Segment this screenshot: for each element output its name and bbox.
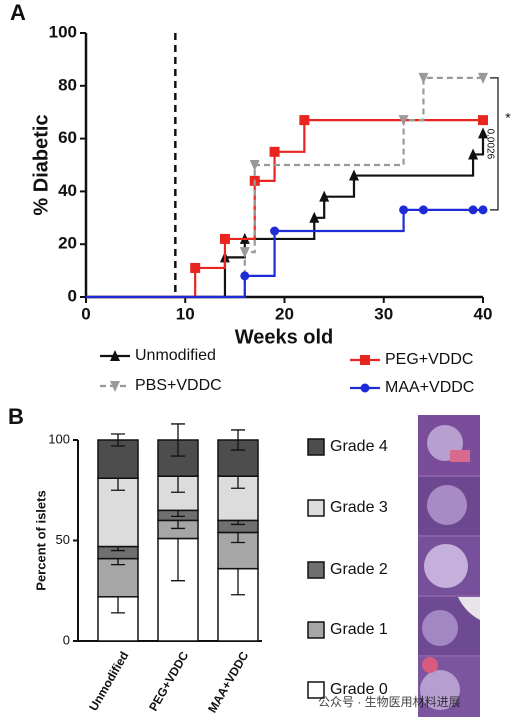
y-tick-label: 0 <box>68 286 77 305</box>
y-tick-label: 100 <box>48 431 70 446</box>
marker <box>319 190 330 202</box>
marker <box>348 169 359 181</box>
marker <box>418 72 429 84</box>
x-tick-label: 10 <box>176 304 195 323</box>
marker <box>309 211 320 223</box>
x-tick-label: 30 <box>374 304 393 323</box>
legend-label: PEG+VDDC <box>385 351 473 368</box>
x-tick-label: 0 <box>81 304 90 323</box>
x-tick-label: Unmodified <box>86 649 131 713</box>
legend-swatch <box>307 621 325 639</box>
y-tick-label: 100 <box>49 22 77 41</box>
y-axis-label: Percent of islets <box>33 490 48 590</box>
marker <box>478 115 488 126</box>
error-bar <box>231 429 245 451</box>
legend-swatch <box>307 438 325 456</box>
legend-label: Grade 1 <box>330 621 388 638</box>
legend-swatch <box>307 499 325 517</box>
p-value: 0.0026 <box>484 129 495 160</box>
marker <box>418 205 428 215</box>
marker <box>399 205 409 215</box>
marker <box>269 146 280 157</box>
y-axis-label: % Diabetic <box>30 114 52 215</box>
marker <box>360 355 370 365</box>
marker <box>478 205 488 215</box>
marker <box>398 115 409 127</box>
marker <box>190 262 201 273</box>
marker <box>478 72 488 84</box>
legend-label: Grade 0 <box>330 681 388 698</box>
bar-segment <box>217 475 259 522</box>
histology-images <box>418 415 480 717</box>
marker <box>468 148 479 160</box>
marker <box>360 383 370 393</box>
marker <box>219 233 230 244</box>
bracket <box>490 77 499 211</box>
legend-swatch <box>307 681 325 699</box>
legend-label: PBS+VDDC <box>135 377 222 394</box>
marker <box>110 350 120 361</box>
marker <box>478 127 488 139</box>
panel-label: A <box>10 0 26 25</box>
legend-label: Grade 3 <box>330 499 388 516</box>
y-tick-label: 60 <box>58 128 77 147</box>
legend-label: Grade 4 <box>330 438 388 455</box>
y-tick-label: 50 <box>56 532 70 547</box>
watermark: 公众号 · 生物医用材料进展 <box>318 695 461 709</box>
y-tick-label: 20 <box>58 234 77 253</box>
x-tick-label: MAA+VDDC <box>205 649 251 715</box>
legend-swatch <box>307 561 325 579</box>
y-tick-label: 80 <box>58 75 77 94</box>
x-tick-label: PEG+VDDC <box>146 649 191 714</box>
marker <box>249 160 260 171</box>
panel-label: B <box>8 404 24 429</box>
legend-label: Grade 2 <box>330 561 388 578</box>
marker <box>110 381 120 392</box>
step-line <box>86 133 485 299</box>
marker <box>468 205 478 215</box>
y-tick-label: 40 <box>58 181 77 200</box>
marker <box>270 226 280 236</box>
legend-label: Unmodified <box>135 347 216 364</box>
y-tick-label: 0 <box>63 632 70 647</box>
x-tick-label: 20 <box>275 304 294 323</box>
x-tick-label: 40 <box>474 304 493 323</box>
significance: * <box>505 110 511 126</box>
marker <box>299 115 310 126</box>
error-bar <box>111 433 125 447</box>
x-axis-label: Weeks old <box>235 326 334 348</box>
legend-label: MAA+VDDC <box>385 379 474 396</box>
step-line <box>86 76 483 299</box>
marker <box>240 271 250 281</box>
step-line <box>86 208 483 299</box>
marker <box>239 247 250 259</box>
error-bar <box>171 423 185 457</box>
